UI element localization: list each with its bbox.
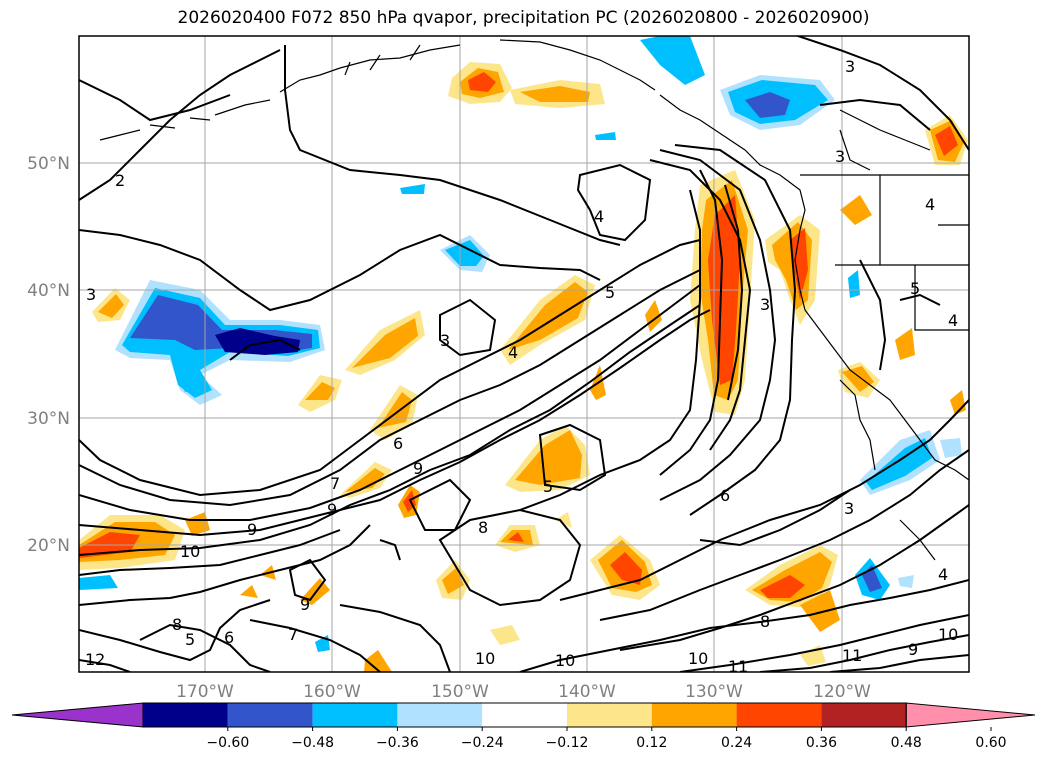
colorbar-tick-label: −0.36 <box>376 735 419 751</box>
lat-label: 20°N <box>27 536 70 556</box>
contour-label: 9 <box>327 500 337 519</box>
colorbar-segment <box>143 703 228 727</box>
contour-label: 5 <box>605 283 615 302</box>
lon-label: 160°W <box>303 682 361 702</box>
colorbar-frame <box>142 702 907 728</box>
colorbar-tick-label: −0.24 <box>461 735 504 751</box>
contour-label: 4 <box>594 207 604 226</box>
colorbar-tick-label: 0.24 <box>721 735 752 751</box>
colorbar-segment <box>567 703 652 727</box>
contour-label: 2 <box>115 171 125 190</box>
contour-label: 9 <box>300 595 310 614</box>
colorbar-tick-label: 0.48 <box>891 735 922 751</box>
colorbar-segment <box>651 703 737 727</box>
colorbar-tick-label: −0.12 <box>546 735 589 751</box>
contour-label: 3 <box>844 499 854 518</box>
colorbar-tick-label: −0.60 <box>206 735 249 751</box>
contour-label: 6 <box>720 486 730 505</box>
map-title: 2026020400 F072 850 hPa qvapor, precipit… <box>177 8 870 28</box>
contour-label: 5 <box>910 279 920 298</box>
lat-label: 50°N <box>27 154 70 174</box>
contour-label: 10 <box>180 542 200 561</box>
contour-label: 7 <box>330 474 340 493</box>
lat-label: 40°N <box>27 281 70 301</box>
contour-label: 9 <box>908 640 918 659</box>
contour-label: 11 <box>728 657 748 676</box>
colorbar-segment <box>397 703 483 727</box>
colorbar: −0.60 −0.48 −0.36 −0.24 −0.12 0.12 0.24 0.36 0.4… <box>11 702 1036 751</box>
colorbar-tick-label: 0.12 <box>636 735 667 751</box>
longitude-labels: 170°W 160°W 150°W 140°W 130°W 120°W <box>176 682 871 702</box>
lon-label: 120°W <box>813 682 871 702</box>
contour-label: 3 <box>835 147 845 166</box>
map-panel: 3 2 4 3 3 4 5 3 3 4 5 4 6 9 7 9 10 5 6 8… <box>79 36 969 676</box>
colorbar-tick-label: 0.36 <box>806 735 837 751</box>
colorbar-segment <box>227 703 313 727</box>
contour-label: 11 <box>842 646 862 665</box>
contour-label: 4 <box>938 565 948 584</box>
contour-label: 4 <box>508 343 518 362</box>
contour-label: 5 <box>543 477 553 496</box>
colorbar-extend-high <box>905 702 1036 728</box>
contour-label: 10 <box>555 651 575 670</box>
lon-label: 140°W <box>558 682 616 702</box>
colorbar-segment <box>821 703 907 727</box>
colorbar-segment <box>312 703 398 727</box>
contour-label: 8 <box>478 518 488 537</box>
contour-labels: 3 2 4 3 3 4 5 3 3 4 5 4 6 9 7 9 10 5 6 8… <box>85 57 958 676</box>
latitude-labels: 50°N 40°N 30°N 20°N <box>27 154 70 556</box>
contour-label: 7 <box>288 625 298 644</box>
contour-label: 10 <box>475 649 495 668</box>
coastlines <box>99 39 969 561</box>
lat-label: 30°N <box>27 409 70 429</box>
contour-label: 6 <box>393 434 403 453</box>
contour-label: 10 <box>688 649 708 668</box>
qvapor-contours <box>79 36 969 672</box>
contour-label: 4 <box>948 311 958 330</box>
contour-label: 10 <box>938 625 958 644</box>
contour-label: 8 <box>760 612 770 631</box>
lon-label: 130°W <box>685 682 743 702</box>
contour-label: 3 <box>845 57 855 76</box>
map-frame <box>78 35 970 673</box>
contour-label: 12 <box>85 650 105 669</box>
lon-label: 150°W <box>431 682 489 702</box>
contour-label: 9 <box>247 520 257 539</box>
colorbar-segment <box>736 703 822 727</box>
lon-label: 170°W <box>176 682 234 702</box>
contour-label: 5 <box>185 630 195 649</box>
contour-label: 4 <box>925 195 935 214</box>
contour-label: 9 <box>413 459 423 478</box>
contour-label: 3 <box>760 295 770 314</box>
contour-label: 3 <box>440 331 450 350</box>
colorbar-segment <box>482 703 567 727</box>
contour-label: 8 <box>172 615 182 634</box>
colorbar-extend-low <box>11 702 144 728</box>
contour-label: 6 <box>224 628 234 647</box>
contour-label: 3 <box>86 285 96 304</box>
colorbar-tick-label: −0.48 <box>291 735 334 751</box>
colorbar-tick-label: 0.60 <box>975 735 1006 751</box>
